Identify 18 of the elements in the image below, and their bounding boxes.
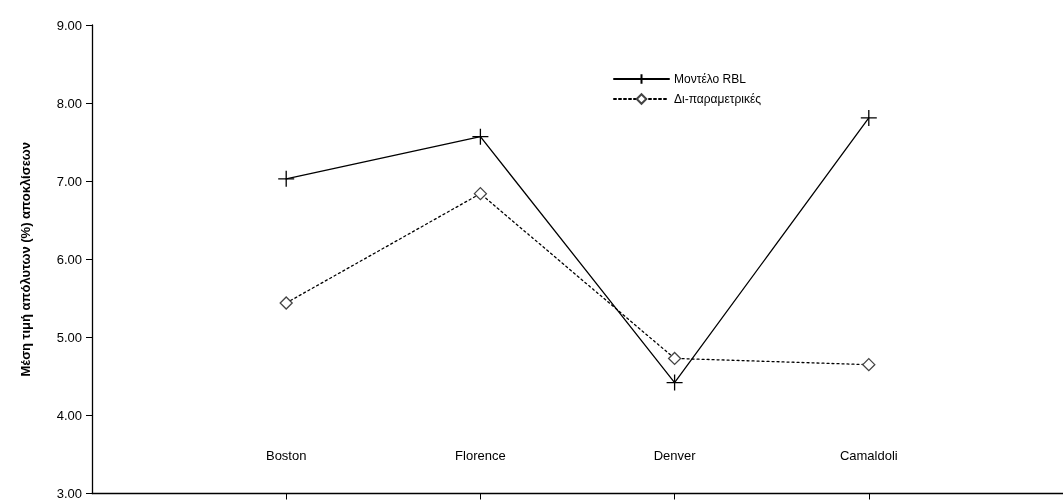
- point: [665, 373, 684, 392]
- x-tick-label: Camaldoli: [839, 447, 898, 463]
- y-tick-label: 3.00: [56, 486, 82, 500]
- y-tick-label: 9.00: [56, 17, 82, 33]
- legend-label: Δι-παραμετρικές: [674, 92, 762, 106]
- y-tick-label: 4.00: [56, 407, 82, 423]
- x-tick-label: Boston: [265, 447, 307, 463]
- point: [277, 170, 295, 188]
- y-tick-label: 6.00: [56, 251, 82, 267]
- legend-label: Μοντέλο RBL: [674, 72, 747, 86]
- y-tick-label: 7.00: [56, 173, 82, 189]
- point: [860, 109, 878, 127]
- y-tick-label: 8.00: [56, 95, 82, 111]
- x-tick-label: Florence: [455, 447, 506, 463]
- y-axis-title: Μέση τιμή απόλυτων (%) αποκλίσεων: [18, 141, 33, 377]
- x-tick-label: Denver: [653, 447, 697, 463]
- point: [471, 128, 490, 146]
- y-tick-label: 5.00: [56, 329, 82, 345]
